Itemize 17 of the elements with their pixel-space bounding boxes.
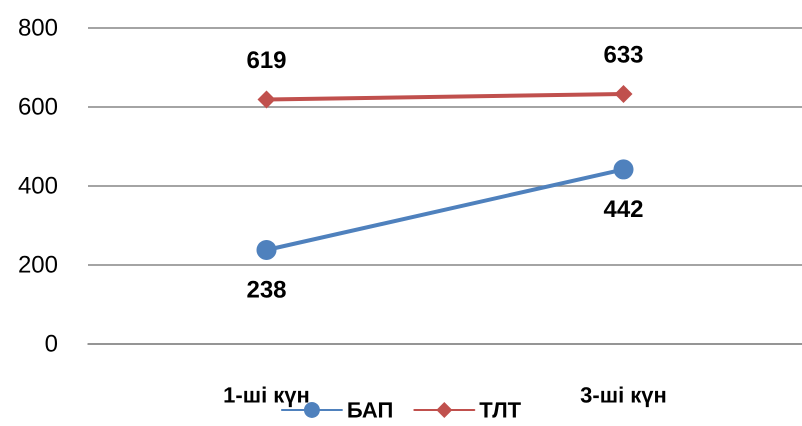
y-tick-label: 200 bbox=[18, 252, 58, 278]
x-tick-label: 3-ші күн bbox=[580, 382, 667, 408]
point bbox=[258, 90, 276, 108]
data-label: 633 bbox=[603, 41, 644, 68]
point bbox=[614, 84, 632, 103]
data-label: 238 bbox=[246, 276, 287, 304]
point bbox=[256, 240, 276, 260]
legend-label: БАП bbox=[346, 398, 394, 422]
y-tick-label: 800 bbox=[18, 14, 58, 42]
y-tick-label: 400 bbox=[18, 172, 58, 200]
data-label: 619 bbox=[246, 46, 287, 74]
y-tick-label: 600 bbox=[18, 94, 58, 120]
y-tick-label: 0 bbox=[44, 330, 58, 358]
legend-label: ТЛТ bbox=[479, 398, 522, 422]
point bbox=[614, 159, 634, 180]
x-tick-label: 1-ші күн bbox=[223, 382, 310, 408]
data-label: 442 bbox=[603, 196, 644, 223]
